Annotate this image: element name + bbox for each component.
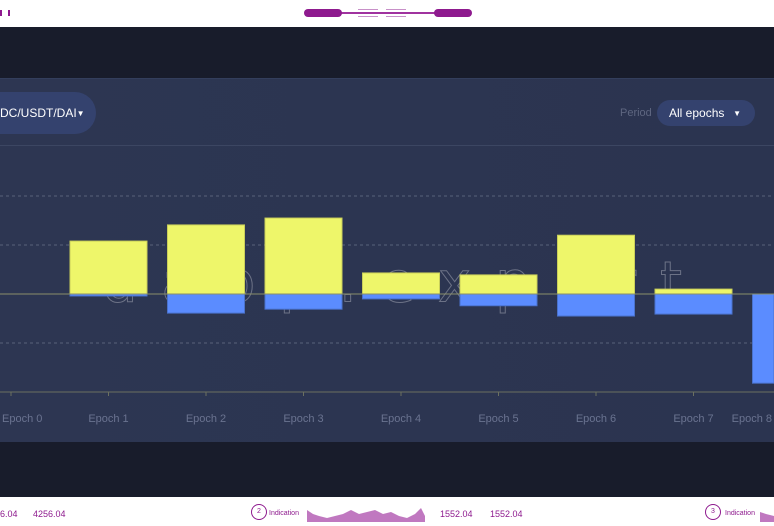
bar-epoch-8-negative [752,293,774,384]
x-tick-label: Epoch 6 [576,413,616,425]
sparkline-icon [307,508,425,522]
bar-epoch-4-negative [362,293,440,300]
bar-epoch-6-negative [557,293,635,317]
indication-badge: 2 [251,504,267,520]
bar-epoch-5-negative [459,293,538,307]
bar-epoch-1-positive [69,240,148,295]
slider-handle-left[interactable] [304,9,342,17]
slider-handle-right[interactable] [434,9,472,17]
x-tick-label: Epoch 8 [732,413,772,425]
ticker-value: 4256.04 [33,509,66,519]
x-tick-label: Epoch 1 [88,413,128,425]
indication-label: Indication [725,510,755,517]
bar-epoch-5-positive [459,274,538,295]
footer-ticker: 6.04 4256.04 2 Indication 1552.04 1552.0… [0,497,774,526]
caret-down-icon: ▼ [76,108,85,118]
sparkline-icon [760,512,774,522]
x-tick-label: Epoch 0 [2,413,42,425]
ticker-value: 1552.04 [490,509,523,519]
caret-down-icon: ▼ [733,108,741,118]
x-tick-label: Epoch 4 [381,413,421,425]
bar-epoch-6-positive [557,234,635,295]
bar-epoch-7-positive [654,288,733,295]
range-slider[interactable] [304,9,472,17]
x-tick-label: Epoch 7 [673,413,713,425]
indication-badge: 3 [705,504,721,520]
x-tick-label: Epoch 3 [283,413,323,425]
bar-epoch-3-positive [264,217,343,295]
bar-epoch-7-negative [654,293,733,315]
bar-epoch-2-positive [167,224,245,295]
divider [0,145,774,146]
asset-selector[interactable]: DC/USDT/DAI ▼ [0,92,96,134]
asset-selector-label: DC/USDT/DAI [0,106,77,120]
indication-label: Indication [269,510,299,517]
ticker-value: 1552.04 [440,509,473,519]
bar-epoch-3-negative [264,293,343,310]
period-label: Period [620,107,652,119]
bar-epoch-2-negative [167,293,245,314]
tick-marks [0,10,12,16]
x-tick-label: Epoch 5 [478,413,518,425]
ticker-value: 6.04 [0,509,18,519]
period-selector[interactable]: All epochs ▼ [657,100,755,126]
period-selector-label: All epochs [669,106,725,120]
x-tick-label: Epoch 2 [186,413,226,425]
top-bar [0,0,774,27]
bar-epoch-4-positive [362,272,440,295]
